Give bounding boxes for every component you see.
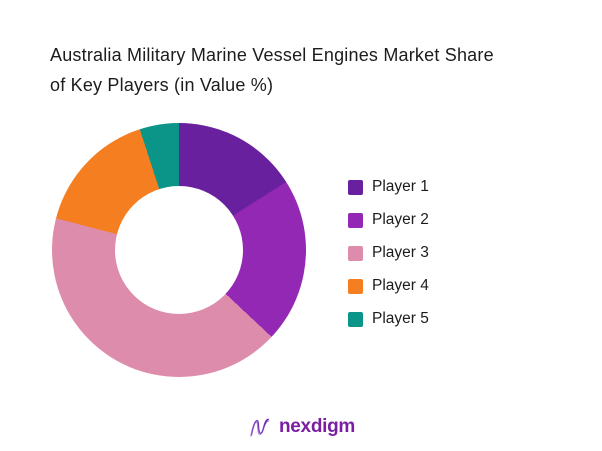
legend-item-player-2: Player 2 bbox=[348, 210, 429, 230]
legend-label: Player 1 bbox=[372, 178, 429, 195]
legend-item-player-3: Player 3 bbox=[348, 243, 429, 263]
legend-swatch bbox=[348, 311, 363, 327]
legend-label: Player 3 bbox=[372, 244, 429, 261]
donut-hole bbox=[115, 186, 243, 314]
chart-title-line-1: Australia Military Marine Vessel Engines… bbox=[50, 45, 494, 65]
chart-title-line-2: of Key Players (in Value %) bbox=[50, 75, 274, 95]
legend-swatch bbox=[348, 278, 363, 294]
legend-swatch bbox=[348, 245, 363, 261]
legend-item-player-5: Player 5 bbox=[348, 309, 429, 329]
brand-logo: nexdigm bbox=[247, 414, 355, 440]
legend-label: Player 5 bbox=[372, 310, 429, 327]
donut-chart bbox=[52, 123, 306, 377]
nexdigm-logo-icon bbox=[250, 418, 270, 437]
chart-title: Australia Military Marine Vessel Engines… bbox=[50, 40, 595, 100]
legend-item-player-4: Player 4 bbox=[348, 276, 429, 296]
legend-item-player-1: Player 1 bbox=[348, 177, 429, 197]
legend-swatch bbox=[348, 212, 363, 228]
legend-label: Player 4 bbox=[372, 277, 429, 294]
legend-swatch bbox=[348, 179, 363, 195]
legend-label: Player 2 bbox=[372, 211, 429, 228]
chart-legend: Player 1 Player 2 Player 3 Player 4 Play… bbox=[348, 177, 429, 329]
brand-name: nexdigm bbox=[278, 416, 356, 437]
